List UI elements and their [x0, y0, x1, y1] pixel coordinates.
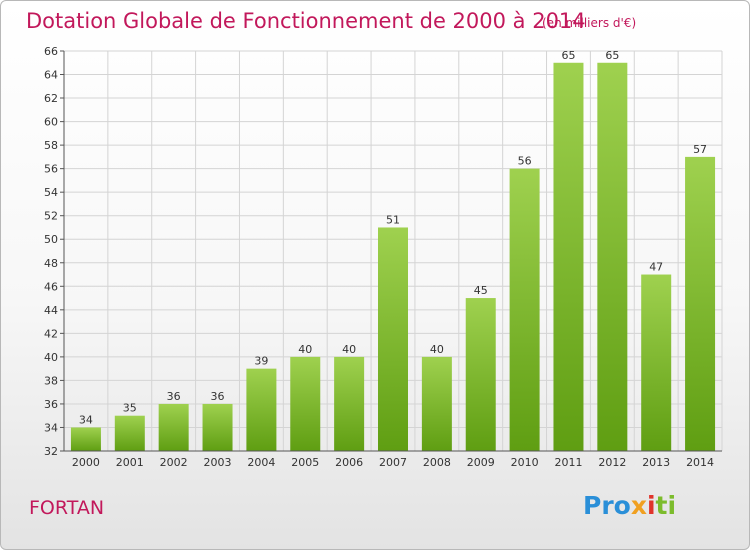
data-label: 47	[649, 261, 663, 274]
bar	[334, 356, 365, 451]
data-label: 39	[254, 355, 268, 368]
x-tick-label: 2002	[160, 456, 188, 469]
y-tick-label: 64	[44, 69, 58, 82]
logo-part: i	[646, 491, 656, 520]
y-tick-label: 38	[44, 374, 58, 387]
y-tick-label: 56	[44, 163, 58, 176]
x-tick-label: 2006	[335, 456, 363, 469]
y-tick-label: 58	[44, 139, 58, 152]
x-tick-label: 2005	[291, 456, 319, 469]
data-label: 51	[386, 213, 400, 226]
x-tick-label: 2011	[554, 456, 582, 469]
logo-part: Pro	[583, 491, 631, 520]
logo-part: ti	[655, 491, 677, 520]
bar	[70, 427, 101, 451]
bar	[641, 274, 672, 451]
data-label: 65	[605, 49, 619, 62]
x-tick-label: 2009	[467, 456, 495, 469]
x-tick-label: 2008	[423, 456, 451, 469]
x-tick-label: 2014	[686, 456, 714, 469]
y-tick-label: 54	[44, 186, 58, 199]
data-label: 40	[430, 343, 444, 356]
y-tick-label: 66	[44, 45, 58, 58]
bar	[597, 62, 628, 451]
bar	[509, 168, 540, 451]
y-tick-label: 46	[44, 280, 58, 293]
bar	[553, 62, 584, 451]
y-tick-label: 48	[44, 257, 58, 270]
data-label: 56	[518, 155, 532, 168]
data-label: 35	[123, 402, 137, 415]
proxiti-logo: Proxiti	[583, 491, 676, 520]
x-tick-label: 2012	[598, 456, 626, 469]
data-label: 40	[298, 343, 312, 356]
y-tick-label: 40	[44, 351, 58, 364]
bar	[685, 156, 716, 451]
y-tick-label: 52	[44, 210, 58, 223]
bar	[290, 356, 321, 451]
x-tick-label: 2003	[204, 456, 232, 469]
chart-title: Dotation Globale de Fonctionnement de 20…	[26, 9, 586, 33]
data-label: 45	[474, 284, 488, 297]
y-tick-label: 60	[44, 116, 58, 129]
commune-name: FORTAN	[29, 497, 105, 519]
bars	[70, 62, 716, 451]
chart-subtitle: (en milliers d'€)	[542, 16, 637, 30]
data-label: 40	[342, 343, 356, 356]
axes: 32 34 36 38 40 42 44 46 48 50 52 54 56 58 60 62 64 66 2000…	[44, 45, 722, 469]
logo-part: x	[630, 491, 647, 520]
bar	[465, 298, 496, 451]
y-tick-label: 62	[44, 92, 58, 105]
bar	[114, 415, 145, 451]
y-tick-label: 50	[44, 233, 58, 246]
y-tick-label: 32	[44, 445, 58, 458]
x-tick-label: 2007	[379, 456, 407, 469]
bar	[246, 368, 277, 451]
y-tick-label: 36	[44, 398, 58, 411]
bar	[378, 227, 408, 451]
bar	[421, 356, 452, 451]
y-tick-label: 42	[44, 327, 58, 340]
bar	[202, 403, 233, 451]
bar	[158, 403, 189, 451]
x-tick-label: 2004	[247, 456, 275, 469]
data-label: 57	[693, 143, 707, 156]
x-tick-label: 2010	[511, 456, 539, 469]
y-tick-label: 34	[44, 421, 58, 434]
data-label: 36	[167, 390, 181, 403]
data-label: 34	[79, 413, 93, 426]
data-label: 65	[561, 49, 575, 62]
data-labels: 34 35 36 36 39 40 40 51 40 45 56 65 65 47 57	[79, 49, 707, 427]
y-tick-label: 44	[44, 304, 58, 317]
data-label: 36	[211, 390, 225, 403]
x-tick-label: 2000	[72, 456, 100, 469]
x-tick-label: 2013	[642, 456, 670, 469]
x-tick-label: 2001	[116, 456, 144, 469]
